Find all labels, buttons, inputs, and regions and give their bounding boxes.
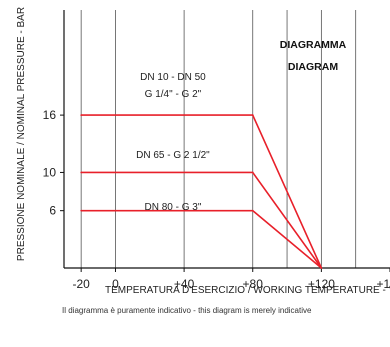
y-tick-label: 16 xyxy=(43,108,57,122)
x-tick-label: +160 xyxy=(376,277,390,291)
x-tick-label: 0 xyxy=(112,277,119,291)
series-point xyxy=(320,267,323,269)
series-point xyxy=(251,209,254,212)
chart-subtitle: DIAGRAM xyxy=(288,61,338,73)
series-point xyxy=(80,209,82,212)
axis-layer: 6 10 16 -20 0 +40 +80 +120 +160 xyxy=(43,10,390,291)
y-tick-label: 10 xyxy=(43,165,57,179)
series-point xyxy=(80,171,82,174)
series-point xyxy=(251,114,254,116)
series-point xyxy=(251,171,254,174)
x-tick-label: +40 xyxy=(174,277,195,291)
y-tick-label: 6 xyxy=(49,204,56,218)
x-tick-label: +80 xyxy=(243,277,264,291)
series-label: DN 10 - DN 50 xyxy=(140,72,206,83)
x-axis-label: TEMPERATURA D'ESERCIZIO / WORKING TEMPER… xyxy=(105,285,390,296)
y-axis-label: PRESSIONE NOMINALE / NOMINAL PRESSURE - … xyxy=(16,7,27,261)
series-label: DN 80 - G 3" xyxy=(144,202,201,213)
series-point xyxy=(80,114,82,116)
series-line xyxy=(81,114,323,269)
grid-layer xyxy=(80,10,357,268)
label-layer: DN 10 - DN 50 G 1/4" - G 2" DN 65 - G 2 1/… xyxy=(136,72,210,213)
series-line xyxy=(81,209,322,269)
x-tick-label: +120 xyxy=(308,277,335,291)
chart-title: DIAGRAMMA xyxy=(280,39,347,51)
series-label: DN 65 - G 2 1/2" xyxy=(136,150,210,161)
series-label: G 1/4" - G 2" xyxy=(145,89,202,100)
x-tick-label: -20 xyxy=(72,277,90,291)
series-layer xyxy=(80,114,323,269)
footnote: Il diagramma è puramente indicativo - th… xyxy=(62,306,312,315)
